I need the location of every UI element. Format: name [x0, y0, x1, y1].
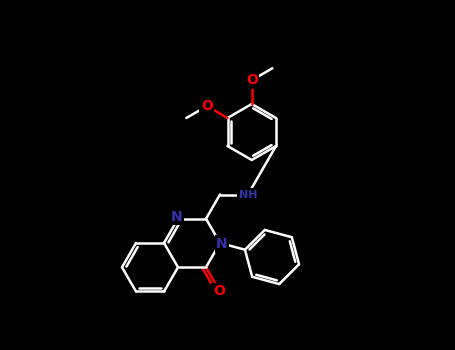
- Text: O: O: [201, 99, 213, 113]
- Text: O: O: [246, 73, 258, 87]
- Text: NH: NH: [239, 189, 257, 200]
- Text: N: N: [216, 237, 228, 251]
- Text: N: N: [171, 210, 183, 224]
- Text: O: O: [213, 285, 225, 299]
